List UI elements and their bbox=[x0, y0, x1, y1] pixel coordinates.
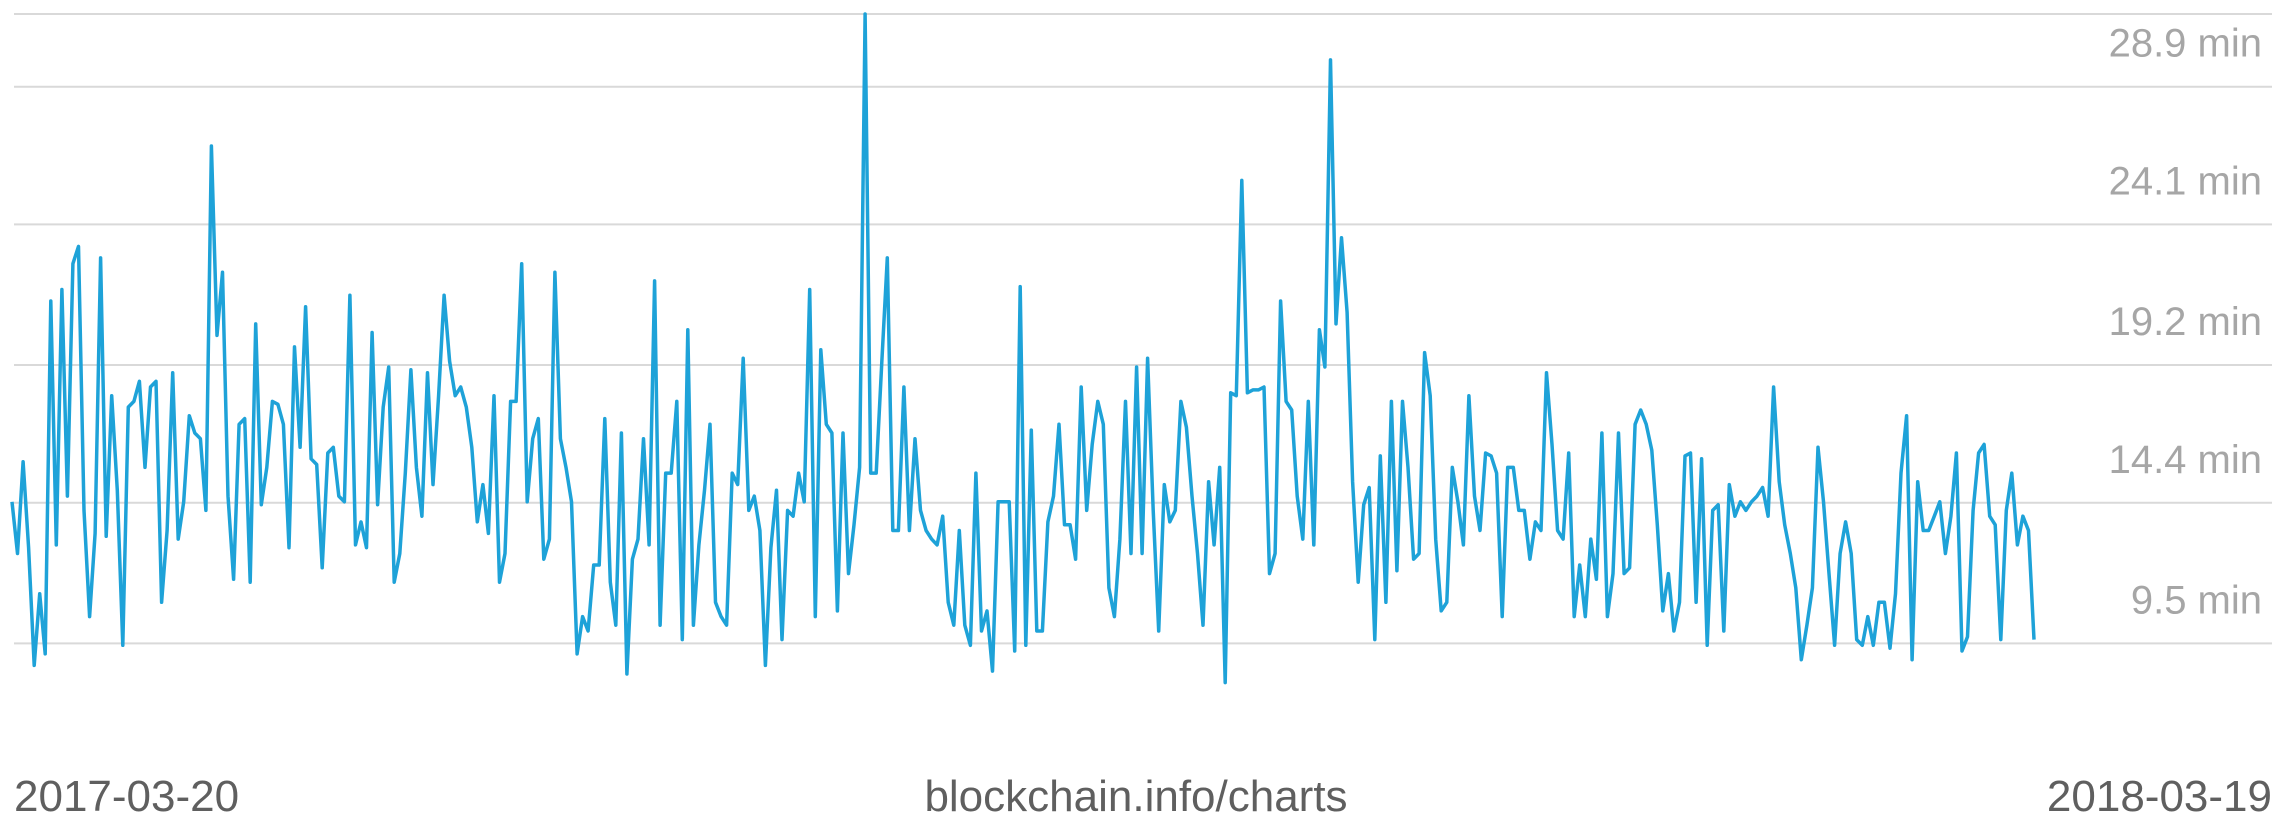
series-line bbox=[10, 12, 2036, 685]
line-chart: 9.5 min 14.4 min 19.2 min 24.1 min 28.9 min bbox=[10, 12, 2272, 685]
x-axis-start-label: 2017-03-20 bbox=[14, 772, 240, 821]
x-axis-end-label: 2018-03-19 bbox=[2046, 772, 2272, 821]
y-tick-label: 9.5 min bbox=[2131, 578, 2262, 622]
y-tick-label: 24.1 min bbox=[2109, 159, 2262, 203]
y-tick-label: 19.2 min bbox=[2109, 300, 2262, 344]
source-label: blockchain.info/charts bbox=[924, 772, 1348, 821]
chart-svg: 9.5 min 14.4 min 19.2 min 24.1 min 28.9 min bbox=[10, 12, 2272, 685]
y-tick-label: 14.4 min bbox=[2109, 438, 2262, 482]
y-tick-label: 28.9 min bbox=[2109, 22, 2262, 66]
